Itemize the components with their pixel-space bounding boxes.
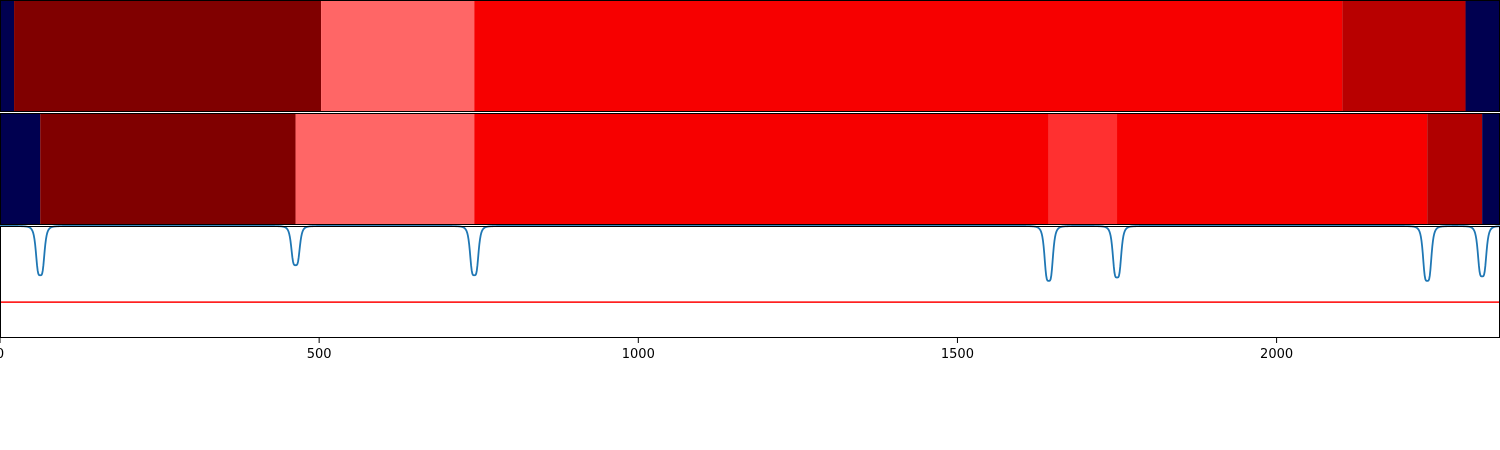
segment-1-1	[0, 0, 15, 112]
panel-frame-3	[0, 226, 1500, 338]
segment-1-4	[474, 0, 1343, 112]
segment-2-8	[1482, 113, 1500, 225]
segment-1-6	[1465, 0, 1500, 112]
x-tick-label-1500: 1500	[941, 347, 974, 362]
x-tick-label-2000: 2000	[1260, 347, 1293, 362]
segment-1-5	[1342, 0, 1466, 112]
x-tick-label-500: 500	[307, 347, 332, 362]
segment-1-2	[14, 0, 322, 112]
x-tick-label-0: 0	[0, 347, 4, 362]
segment-2-1	[0, 113, 41, 225]
signal-line	[0, 225, 1500, 282]
segment-2-2	[40, 113, 296, 225]
heatmap-track-2	[0, 113, 1500, 225]
heatmap-track-1	[0, 0, 1500, 112]
segment-2-4	[474, 113, 1049, 225]
x-tick-label-1000: 1000	[622, 347, 655, 362]
segment-2-3	[295, 113, 475, 225]
signal-panel	[0, 225, 1500, 338]
segment-2-7	[1427, 113, 1483, 225]
segment-1-3	[321, 0, 475, 112]
segment-2-6	[1117, 113, 1428, 225]
x-axis: 0 500 1000 1500 2000	[0, 338, 1293, 362]
segment-2-5	[1048, 113, 1118, 225]
